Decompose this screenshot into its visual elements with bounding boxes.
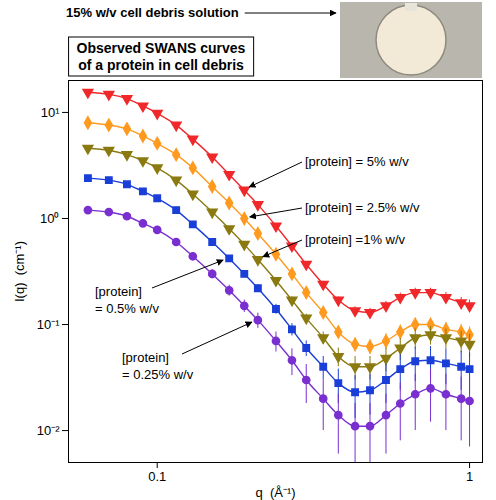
svg-text:I(q) (cm⁻¹): I(q) (cm⁻¹) [12, 241, 27, 302]
svg-text:Observed SWANS curvesof a prot: Observed SWANS curvesof a protein in cel… [77, 40, 246, 73]
svg-text:[protein]= 0.25% w/v: [protein]= 0.25% w/v [122, 350, 194, 382]
svg-text:10⁻¹: 10⁻¹ [37, 317, 60, 332]
svg-text:[protein] = 5% w/v: [protein] = 5% w/v [305, 154, 409, 169]
svg-text:15% w/v cell debris solution: 15% w/v cell debris solution [66, 5, 239, 20]
svg-text:10⁻²: 10⁻² [37, 423, 60, 438]
svg-text:[protein]= 0.5% w/v: [protein]= 0.5% w/v [95, 284, 159, 316]
svg-text:q (Å⁻¹): q (Å⁻¹) [255, 485, 295, 500]
svg-text:0.1: 0.1 [148, 469, 166, 484]
svg-text:10¹: 10¹ [41, 105, 60, 120]
svg-text:[protein] = 2.5% w/v: [protein] = 2.5% w/v [305, 200, 420, 215]
svg-text:10⁰: 10⁰ [40, 211, 59, 226]
svg-text:1: 1 [466, 469, 473, 484]
svg-text:[protein] =1% w/v: [protein] =1% w/v [305, 232, 406, 247]
